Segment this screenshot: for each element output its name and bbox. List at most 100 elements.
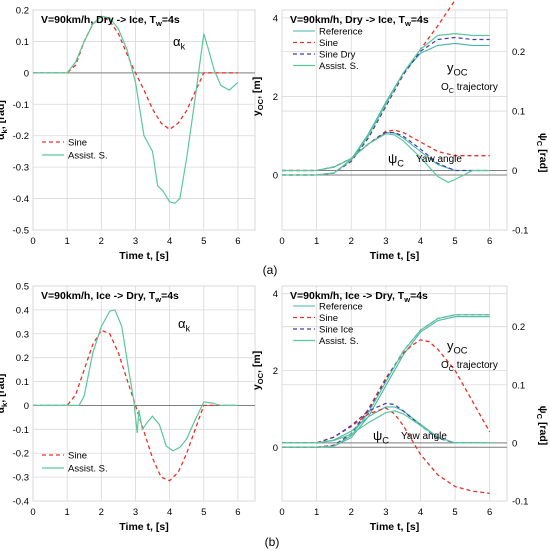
x-tick-label: 0 (30, 507, 35, 518)
y-axis-label-left-tail: , [m] (251, 77, 263, 99)
x-tick-label: 1 (65, 507, 70, 518)
y-tick-label: -0.1 (13, 100, 29, 111)
y-tick-label: 0.2 (16, 6, 29, 17)
x-tick-label: 5 (201, 507, 206, 518)
chart-title-tail: =4s (410, 290, 428, 302)
legend: Sine Assist. S. (42, 451, 108, 475)
y-axis-label: αk, [rad] (0, 374, 9, 414)
y-tick-label-left: 0 (273, 171, 278, 182)
y-axis-label-left-main: y (251, 110, 263, 116)
alpha-annotation-sub: k (181, 42, 186, 52)
x-tick-label: 6 (235, 236, 240, 247)
y-axis-label-right-sub: C (535, 414, 544, 420)
yaw-caption: Yaw angle (401, 431, 447, 442)
yaw-caption: Yaw angle (416, 154, 462, 165)
y-axis-label-main: α (0, 133, 7, 140)
y-tick-label: 0.4 (16, 305, 29, 316)
x-tick-label: 0 (279, 507, 284, 518)
y-tick-label-left: 0 (273, 443, 278, 454)
chart-title: V=90km/h, Dry -> Ice, Tw=4s (41, 14, 180, 28)
y-axis-label-tail: , [rad] (0, 374, 7, 403)
legend-item-sine-label: Sine (68, 138, 87, 149)
chart-title-tail: =4s (161, 290, 179, 302)
x-tick-label: 2 (99, 236, 104, 247)
yaw-symbol-sub: C (397, 159, 404, 169)
x-tick-label: 2 (99, 507, 104, 518)
trajectory-caption-sub: C (449, 364, 454, 373)
chart-title-main: V=90km/h, Ice -> Dry, T (290, 290, 405, 302)
plot-frame (281, 9, 508, 231)
yaw-symbol-main: ψ (373, 428, 382, 443)
y-tick-label: -0.2 (13, 131, 29, 142)
series-assist (33, 309, 238, 452)
y-tick-label-left: 4 (273, 13, 278, 24)
x-tick-label: 4 (167, 236, 172, 247)
trajectory-caption-main: O (441, 360, 449, 371)
panel-label-b: (b) (265, 535, 280, 549)
x-tick-label: 3 (133, 507, 138, 518)
x-tick-label: 0 (279, 236, 284, 247)
panel-label-a: (a) (263, 263, 278, 277)
legend-item-reference-label: Reference (319, 302, 363, 313)
chart-a-left: -0.5 -0.4 -0.3 -0.2 -0.1 0 0.1 0.2 0 1 2 3 4 5 6 V=90km… (0, 6, 256, 262)
y-tick-label: -0.3 (13, 163, 29, 174)
y-tick-label-left: 4 (273, 289, 278, 300)
y-axis-label-right-main: ψ (537, 406, 549, 414)
y-tick-label: 0.2 (16, 353, 29, 364)
trajectory-symbol: yOC (447, 60, 468, 78)
y-axis-label-right: ψC [rad] (535, 406, 549, 446)
legend-item-sine_alt-label: Sine Ice (319, 325, 353, 336)
y-axis-label-left-sub: OC (256, 98, 265, 110)
y-tick-label-right: -0.1 (512, 497, 528, 508)
yaw-symbol-sub: C (382, 436, 389, 446)
y-axis-label-left-tail: , [m] (251, 351, 263, 373)
chart-title-tail: =4s (162, 14, 180, 26)
yaw-series-assist (282, 133, 490, 184)
y-tick-label-right: 0.1 (512, 380, 525, 391)
x-tick-label: 4 (418, 507, 423, 518)
y-tick-label-right: 0.1 (512, 107, 525, 118)
legend: Sine Assist. S. (42, 138, 108, 162)
trajectory-caption-sub: C (449, 86, 454, 95)
y-axis-label-right: ψC [rad] (535, 133, 549, 173)
y-tick-label-left: 2 (273, 366, 278, 377)
legend-item-assist-label: Assist. S. (319, 336, 359, 347)
y-tick-label-right: 0.2 (512, 322, 525, 333)
x-axis-label: Time t, [s] (370, 521, 419, 533)
alpha-annotation: αk (178, 316, 191, 334)
trajectory-symbol-main: y (447, 338, 454, 353)
chart-title-tail: =4s (411, 14, 429, 26)
x-tick-label: 1 (314, 507, 319, 518)
y-tick-label: -0.5 (13, 226, 29, 237)
x-tick-label: 3 (133, 236, 138, 247)
x-axis-label: Time t, [s] (370, 250, 419, 262)
legend-item-sine-label: Sine (319, 313, 338, 324)
plot-frame (281, 285, 508, 502)
plot-frame (32, 285, 256, 502)
y-tick-label-right: 0.2 (512, 47, 525, 58)
y-tick-label: 0 (24, 401, 29, 412)
x-tick-label: 2 (349, 236, 354, 247)
chart-b-left: -0.4 -0.3 -0.2 -0.1 0 0.1 0.2 0.3 0.4 0.5 0 1 2 3 4 5 6 V… (0, 282, 256, 533)
chart-title-main: V=90km/h, Dry -> Ice, T (41, 14, 157, 26)
chart-title: V=90km/h, Ice -> Dry, Tw=4s (41, 290, 179, 304)
y-axis-label-left-sub: OC (256, 372, 265, 384)
x-tick-label: 3 (383, 507, 388, 518)
chart-title-sub: w (154, 295, 161, 304)
legend-item-assist-label: Assist. S. (68, 151, 108, 162)
y-axis-label-sub: k (0, 128, 9, 133)
x-tick-label: 6 (487, 507, 492, 518)
trajectory-caption: OC trajectory (441, 360, 498, 373)
y-axis-label-main: α (0, 406, 7, 413)
alpha-annotation: αk (173, 34, 186, 52)
y-tick-label-left: 2 (273, 92, 278, 103)
yaw-symbol: ψC (388, 151, 404, 169)
x-tick-label: 5 (452, 507, 457, 518)
chart-b-right: 0 1 2 3 4 5 6 0 2 4 -0.1 0 0.1 0.2 V=90km/h, Ice -> Dr… (251, 285, 549, 533)
y-axis-label: αk, [rad] (0, 100, 9, 140)
y-axis-label-right-tail: [rad] (537, 146, 549, 172)
y-axis-label-right-main: ψ (537, 133, 549, 141)
alpha-annotation-main: α (178, 316, 186, 331)
trajectory-caption: OC trajectory (441, 82, 498, 95)
